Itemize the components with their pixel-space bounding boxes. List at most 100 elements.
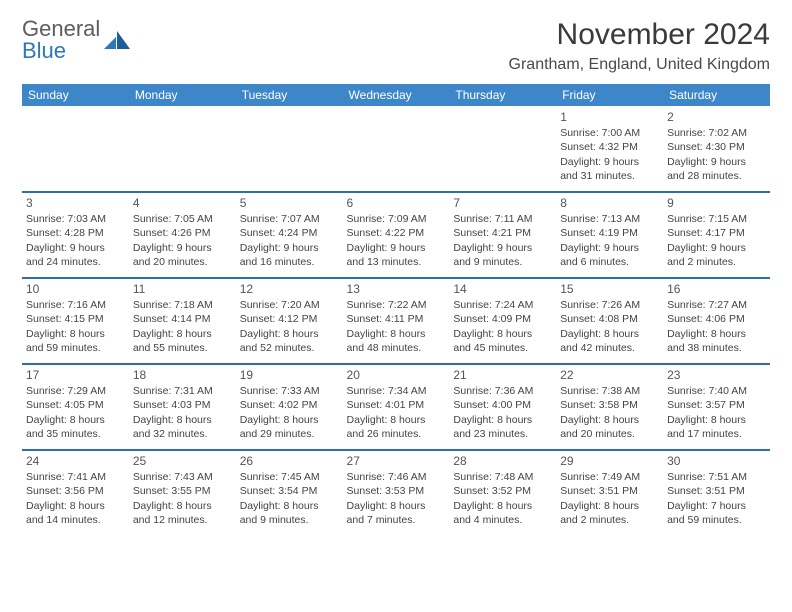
calendar-day: 29Sunrise: 7:49 AMSunset: 3:51 PMDayligh…	[556, 450, 663, 536]
calendar-body: 1Sunrise: 7:00 AMSunset: 4:32 PMDaylight…	[22, 106, 770, 536]
calendar-day: 7Sunrise: 7:11 AMSunset: 4:21 PMDaylight…	[449, 192, 556, 278]
calendar-week: 3Sunrise: 7:03 AMSunset: 4:28 PMDaylight…	[22, 192, 770, 278]
calendar-week: 17Sunrise: 7:29 AMSunset: 4:05 PMDayligh…	[22, 364, 770, 450]
day-number: 7	[453, 195, 552, 211]
day-number: 28	[453, 453, 552, 469]
day-sunrise: Sunrise: 7:22 AM	[347, 298, 446, 312]
day-sunset: Sunset: 4:28 PM	[26, 226, 125, 240]
calendar-day: 13Sunrise: 7:22 AMSunset: 4:11 PMDayligh…	[343, 278, 450, 364]
day-sunset: Sunset: 4:22 PM	[347, 226, 446, 240]
day-sunrise: Sunrise: 7:11 AM	[453, 212, 552, 226]
day-sunrise: Sunrise: 7:49 AM	[560, 470, 659, 484]
day-daylight: Daylight: 8 hours and 7 minutes.	[347, 499, 446, 527]
day-sunset: Sunset: 3:51 PM	[560, 484, 659, 498]
brand-logo: General Blue	[22, 18, 130, 62]
day-sunrise: Sunrise: 7:51 AM	[667, 470, 766, 484]
day-daylight: Daylight: 8 hours and 32 minutes.	[133, 413, 232, 441]
day-number: 12	[240, 281, 339, 297]
day-number: 26	[240, 453, 339, 469]
day-number: 23	[667, 367, 766, 383]
calendar-empty	[449, 106, 556, 192]
calendar-empty	[236, 106, 343, 192]
day-sunrise: Sunrise: 7:24 AM	[453, 298, 552, 312]
day-sunset: Sunset: 4:32 PM	[560, 140, 659, 154]
location: Grantham, England, United Kingdom	[509, 56, 770, 74]
day-number: 25	[133, 453, 232, 469]
day-number: 13	[347, 281, 446, 297]
calendar-week: 10Sunrise: 7:16 AMSunset: 4:15 PMDayligh…	[22, 278, 770, 364]
brand-line1: General	[22, 18, 100, 40]
calendar-day: 12Sunrise: 7:20 AMSunset: 4:12 PMDayligh…	[236, 278, 343, 364]
calendar-day: 14Sunrise: 7:24 AMSunset: 4:09 PMDayligh…	[449, 278, 556, 364]
day-daylight: Daylight: 8 hours and 35 minutes.	[26, 413, 125, 441]
day-number: 27	[347, 453, 446, 469]
day-daylight: Daylight: 9 hours and 16 minutes.	[240, 241, 339, 269]
brand-line2: Blue	[22, 40, 100, 62]
day-sunrise: Sunrise: 7:45 AM	[240, 470, 339, 484]
day-sunset: Sunset: 3:54 PM	[240, 484, 339, 498]
day-sunset: Sunset: 3:58 PM	[560, 398, 659, 412]
day-sunrise: Sunrise: 7:13 AM	[560, 212, 659, 226]
day-sunrise: Sunrise: 7:27 AM	[667, 298, 766, 312]
day-sunset: Sunset: 4:05 PM	[26, 398, 125, 412]
day-daylight: Daylight: 9 hours and 2 minutes.	[667, 241, 766, 269]
dow-header: Tuesday	[236, 84, 343, 106]
day-sunrise: Sunrise: 7:05 AM	[133, 212, 232, 226]
day-number: 4	[133, 195, 232, 211]
calendar-day: 15Sunrise: 7:26 AMSunset: 4:08 PMDayligh…	[556, 278, 663, 364]
day-daylight: Daylight: 8 hours and 14 minutes.	[26, 499, 125, 527]
day-sunset: Sunset: 4:14 PM	[133, 312, 232, 326]
dow-header: Friday	[556, 84, 663, 106]
day-sunset: Sunset: 3:53 PM	[347, 484, 446, 498]
day-sunset: Sunset: 4:02 PM	[240, 398, 339, 412]
day-daylight: Daylight: 8 hours and 29 minutes.	[240, 413, 339, 441]
calendar-day: 10Sunrise: 7:16 AMSunset: 4:15 PMDayligh…	[22, 278, 129, 364]
calendar-empty	[343, 106, 450, 192]
brand-mark-icon	[104, 27, 130, 53]
day-sunset: Sunset: 3:52 PM	[453, 484, 552, 498]
calendar-head: SundayMondayTuesdayWednesdayThursdayFrid…	[22, 84, 770, 106]
dow-header: Sunday	[22, 84, 129, 106]
calendar-table: SundayMondayTuesdayWednesdayThursdayFrid…	[22, 84, 770, 536]
calendar-day: 20Sunrise: 7:34 AMSunset: 4:01 PMDayligh…	[343, 364, 450, 450]
calendar-day: 6Sunrise: 7:09 AMSunset: 4:22 PMDaylight…	[343, 192, 450, 278]
calendar-day: 1Sunrise: 7:00 AMSunset: 4:32 PMDaylight…	[556, 106, 663, 192]
day-sunset: Sunset: 4:19 PM	[560, 226, 659, 240]
day-daylight: Daylight: 8 hours and 42 minutes.	[560, 327, 659, 355]
day-sunrise: Sunrise: 7:40 AM	[667, 384, 766, 398]
calendar-day: 5Sunrise: 7:07 AMSunset: 4:24 PMDaylight…	[236, 192, 343, 278]
day-sunrise: Sunrise: 7:33 AM	[240, 384, 339, 398]
title-block: November 2024 Grantham, England, United …	[509, 18, 770, 74]
calendar-day: 8Sunrise: 7:13 AMSunset: 4:19 PMDaylight…	[556, 192, 663, 278]
day-number: 16	[667, 281, 766, 297]
day-sunset: Sunset: 4:11 PM	[347, 312, 446, 326]
day-daylight: Daylight: 8 hours and 4 minutes.	[453, 499, 552, 527]
day-daylight: Daylight: 7 hours and 59 minutes.	[667, 499, 766, 527]
day-sunrise: Sunrise: 7:41 AM	[26, 470, 125, 484]
day-daylight: Daylight: 9 hours and 31 minutes.	[560, 155, 659, 183]
calendar-week: 1Sunrise: 7:00 AMSunset: 4:32 PMDaylight…	[22, 106, 770, 192]
day-daylight: Daylight: 8 hours and 12 minutes.	[133, 499, 232, 527]
day-number: 6	[347, 195, 446, 211]
day-sunset: Sunset: 4:17 PM	[667, 226, 766, 240]
day-sunrise: Sunrise: 7:34 AM	[347, 384, 446, 398]
calendar-day: 2Sunrise: 7:02 AMSunset: 4:30 PMDaylight…	[663, 106, 770, 192]
calendar-day: 28Sunrise: 7:48 AMSunset: 3:52 PMDayligh…	[449, 450, 556, 536]
day-sunrise: Sunrise: 7:00 AM	[560, 126, 659, 140]
day-sunset: Sunset: 4:15 PM	[26, 312, 125, 326]
day-sunset: Sunset: 4:21 PM	[453, 226, 552, 240]
dow-header: Saturday	[663, 84, 770, 106]
day-number: 8	[560, 195, 659, 211]
day-number: 1	[560, 109, 659, 125]
day-number: 17	[26, 367, 125, 383]
calendar-day: 24Sunrise: 7:41 AMSunset: 3:56 PMDayligh…	[22, 450, 129, 536]
day-sunset: Sunset: 3:57 PM	[667, 398, 766, 412]
day-daylight: Daylight: 8 hours and 17 minutes.	[667, 413, 766, 441]
day-sunrise: Sunrise: 7:26 AM	[560, 298, 659, 312]
day-daylight: Daylight: 9 hours and 28 minutes.	[667, 155, 766, 183]
day-daylight: Daylight: 8 hours and 48 minutes.	[347, 327, 446, 355]
day-number: 29	[560, 453, 659, 469]
day-number: 18	[133, 367, 232, 383]
day-sunset: Sunset: 4:24 PM	[240, 226, 339, 240]
day-daylight: Daylight: 8 hours and 55 minutes.	[133, 327, 232, 355]
